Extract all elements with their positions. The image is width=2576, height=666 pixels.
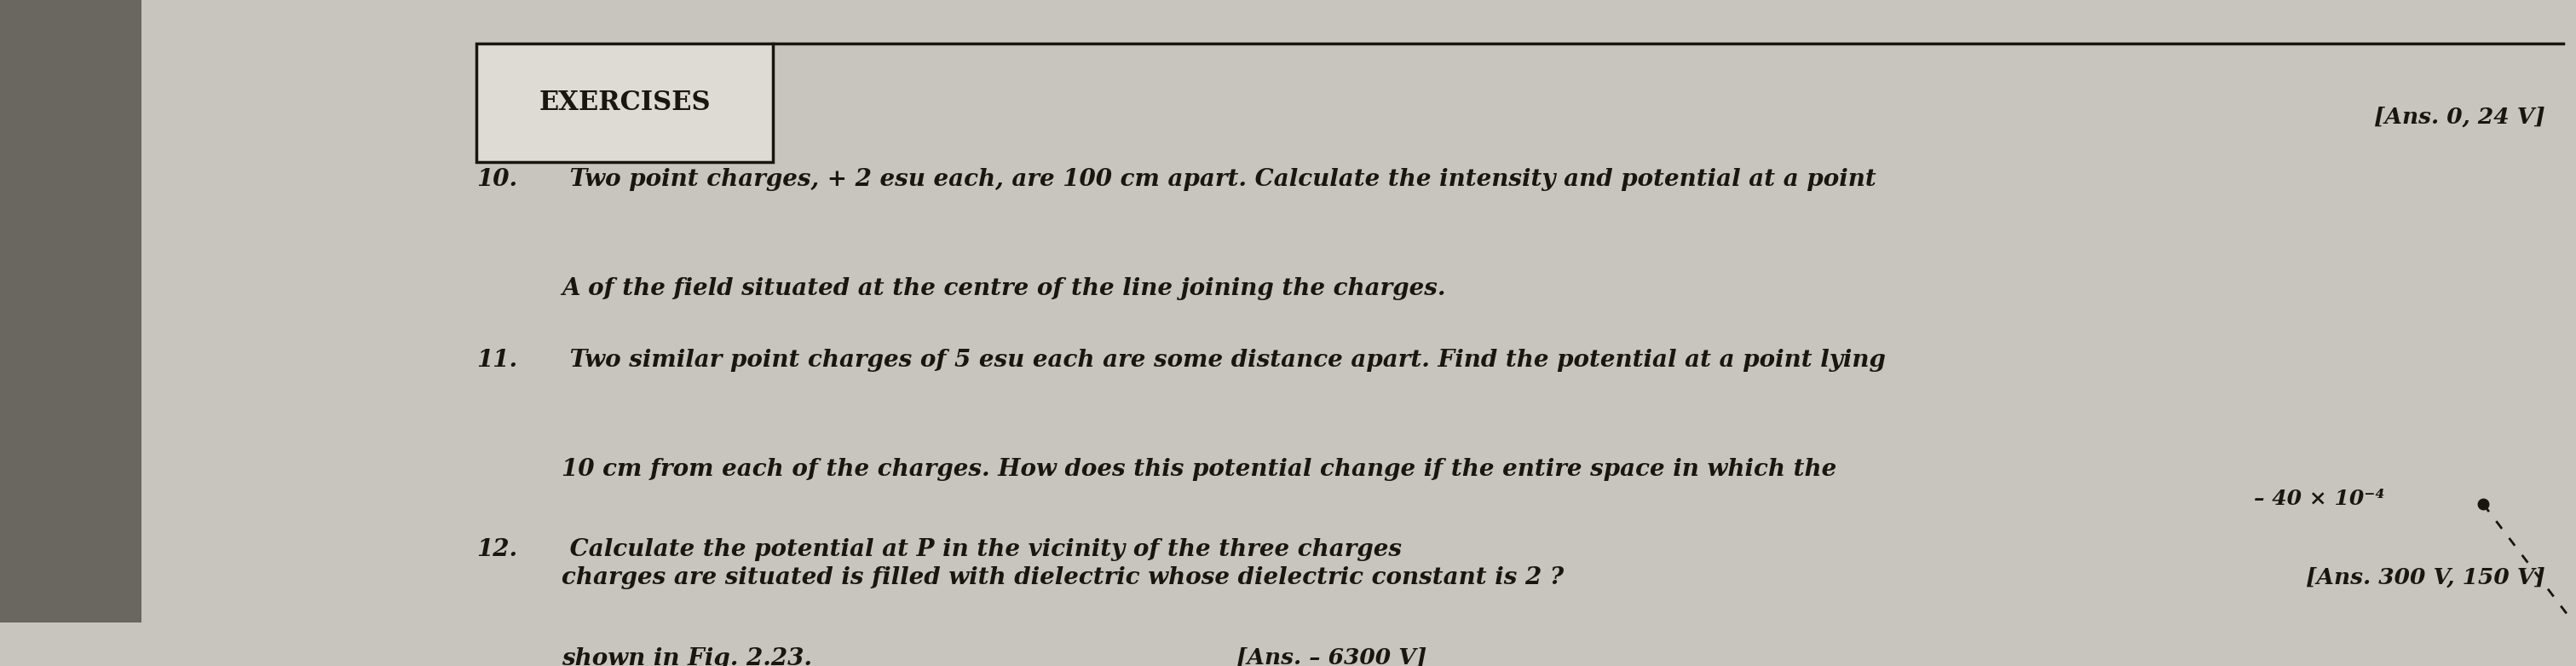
- Text: – 40 × 10⁻⁴: – 40 × 10⁻⁴: [2254, 489, 2385, 509]
- Text: charges are situated is filled with dielectric whose dielectric constant is 2 ?: charges are situated is filled with diel…: [562, 567, 1564, 589]
- Text: [Ans. 300 V, 150 V]: [Ans. 300 V, 150 V]: [2306, 567, 2545, 588]
- Text: Calculate the potential at P in the vicinity of the three charges: Calculate the potential at P in the vici…: [562, 538, 1401, 561]
- Text: [Ans. 0, 24 V]: [Ans. 0, 24 V]: [2375, 106, 2545, 127]
- FancyBboxPatch shape: [477, 43, 773, 162]
- Text: [Ans. – 6300 V]: [Ans. – 6300 V]: [1236, 647, 1427, 666]
- Text: 10 cm from each of the charges. How does this potential change if the entire spa: 10 cm from each of the charges. How does…: [562, 458, 1837, 481]
- Text: 10.: 10.: [477, 168, 518, 191]
- Text: Two point charges, + 2 esu each, are 100 cm apart. Calculate the intensity and p: Two point charges, + 2 esu each, are 100…: [562, 168, 1875, 191]
- Text: 12.: 12.: [477, 538, 518, 561]
- Text: shown in Fig. 2.23.: shown in Fig. 2.23.: [562, 647, 811, 666]
- Text: EXERCISES: EXERCISES: [538, 89, 711, 116]
- Text: 11.: 11.: [477, 348, 518, 372]
- Polygon shape: [0, 0, 142, 623]
- Text: Two similar point charges of 5 esu each are some distance apart. Find the potent: Two similar point charges of 5 esu each …: [562, 348, 1886, 372]
- Text: A of the field situated at the centre of the line joining the charges.: A of the field situated at the centre of…: [562, 277, 1445, 300]
